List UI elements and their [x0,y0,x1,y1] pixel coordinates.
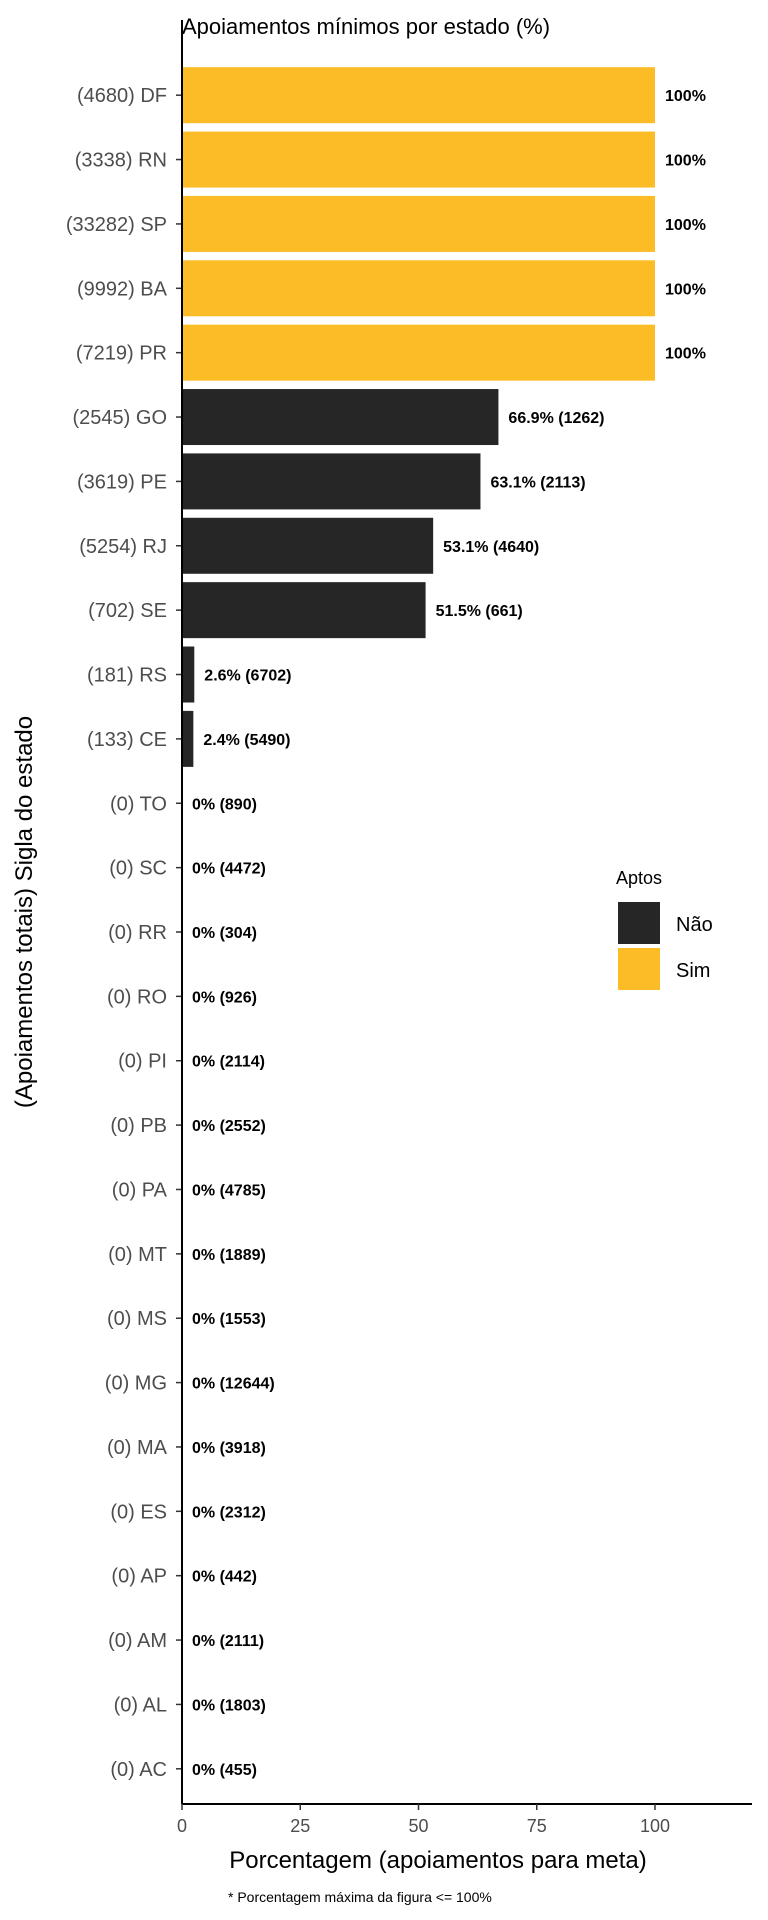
legend-swatch-sim [618,948,660,990]
data-label: 0% (4472) [192,861,266,878]
data-label: 0% (890) [192,796,257,813]
data-label: 0% (304) [192,925,257,942]
bar [182,260,655,317]
y-tick-label: (0) SC [109,858,167,880]
x-tick-label: 100 [640,1816,670,1836]
data-label: 100% [665,281,706,298]
data-label: 0% (455) [192,1762,257,1779]
bar [182,710,194,767]
x-tick-label: 50 [408,1816,428,1836]
y-tick-label: (3338) RN [75,150,167,172]
y-tick-label: (133) CE [87,729,167,751]
data-label: 0% (4785) [192,1182,266,1199]
data-label: 100% [665,153,706,170]
y-tick-label: (0) MT [108,1244,167,1266]
bar [182,131,655,188]
y-tick-label: (181) RS [87,665,167,687]
x-axis-title: Porcentagem (apoiamentos para meta) [229,1847,647,1874]
bar [182,453,481,510]
y-axis-title: (Apoiamentos totais) Sigla do estado [11,716,38,1108]
x-tick-label: 0 [177,1816,187,1836]
y-tick-label: (33282) SP [66,214,167,236]
chart-title: Apoiamentos mínimos por estado (%) [182,14,550,39]
data-label: 0% (926) [192,989,257,1006]
bar [182,517,434,574]
y-tick-label: (0) PB [110,1115,167,1137]
legend: Aptos Não Sim [616,868,713,990]
y-tick-label: (9992) BA [77,278,168,300]
data-label: 0% (1803) [192,1697,266,1714]
x-tick-label: 25 [290,1816,310,1836]
data-label: 100% [665,88,706,105]
y-tick-label: (0) MA [107,1437,168,1459]
data-label: 0% (442) [192,1569,257,1586]
bars-group [182,67,655,767]
data-labels-group: 100% 100% 100% 100% 100% 66.9% (1262) 63.1% (2… [192,88,706,1779]
y-axis-categories: (4680) DF (3338) RN (33282) SP (9992) BA (72… [66,85,182,1781]
data-label: 53.1% (4640) [443,539,539,556]
legend-title: Aptos [616,868,662,888]
y-tick-label: (702) SE [88,600,167,622]
data-label: 51.5% (661) [436,603,523,620]
y-tick-label: (0) ES [110,1501,167,1523]
bar [182,195,655,252]
data-label: 0% (1889) [192,1247,266,1264]
y-tick-label: (0) RR [108,922,167,944]
y-tick-label: (4680) DF [77,85,167,107]
legend-label-sim: Sim [676,960,710,982]
data-label: 0% (2114) [192,1054,265,1071]
data-label: 100% [665,346,706,363]
y-tick-label: (0) TO [110,793,167,815]
data-label: 0% (3918) [192,1440,266,1457]
data-label: 0% (2312) [192,1504,266,1521]
data-label: 63.1% (2113) [490,474,585,491]
y-tick-label: (0) MG [105,1373,167,1395]
bar [182,389,499,446]
data-label: 0% (12644) [192,1376,275,1393]
y-tick-label: (0) AL [114,1694,167,1716]
x-tick-label: 75 [527,1816,547,1836]
bar [182,646,195,703]
data-label: 0% (2111) [192,1633,264,1650]
bar [182,67,655,124]
bar [182,582,426,639]
chart-caption: * Porcentagem máxima da figura <= 100% [228,1889,492,1905]
data-label: 0% (2552) [192,1118,266,1135]
data-label: 0% (1553) [192,1311,266,1328]
y-tick-label: (5254) RJ [79,536,167,558]
data-label: 2.4% (5490) [203,732,290,749]
y-tick-label: (0) RO [107,986,167,1008]
data-label: 100% [665,217,706,234]
legend-swatch-nao [618,902,660,944]
y-tick-label: (0) MS [107,1308,167,1330]
x-axis-ticks: 0 25 50 75 100 [177,1804,670,1836]
y-tick-label: (7219) PR [76,343,167,365]
data-label: 2.6% (6702) [204,668,291,685]
legend-label-nao: Não [676,914,713,936]
y-tick-label: (3619) PE [77,471,167,493]
bar [182,324,655,381]
y-tick-label: (0) PI [118,1051,167,1073]
y-tick-label: (0) AM [108,1630,167,1652]
data-label: 66.9% (1262) [508,410,604,427]
y-tick-label: (0) AC [110,1759,167,1781]
y-tick-label: (2545) GO [73,407,167,429]
y-tick-label: (0) AP [111,1566,167,1588]
y-tick-label: (0) PA [112,1179,168,1201]
